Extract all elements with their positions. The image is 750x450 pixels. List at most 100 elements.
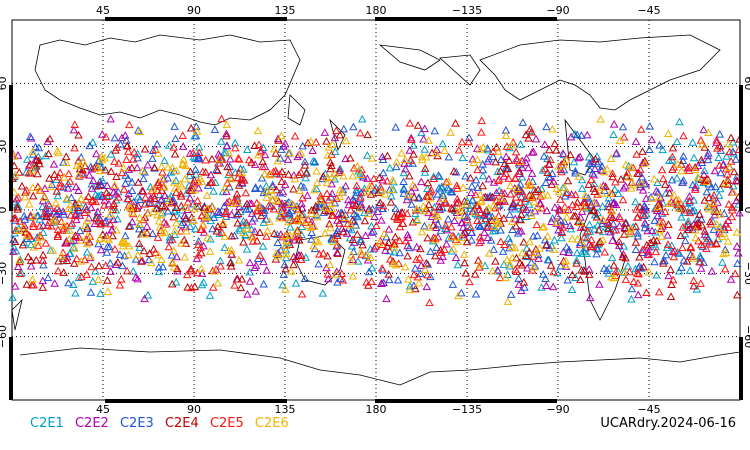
point-c2e6	[543, 191, 552, 199]
point-c2e4	[35, 159, 44, 168]
point-c2e5	[168, 235, 177, 243]
point-c2e5	[151, 248, 160, 257]
point-c2e6	[282, 249, 291, 258]
point-c2e3	[434, 171, 443, 179]
point-c2e6	[462, 199, 471, 208]
point-c2e6	[408, 180, 418, 189]
point-c2e3	[635, 262, 644, 270]
point-c2e6	[367, 154, 377, 162]
point-c2e3	[194, 153, 204, 161]
point-c2e5	[493, 176, 503, 185]
point-c2e5	[669, 252, 679, 261]
point-c2e5	[619, 132, 629, 141]
point-c2e6	[543, 231, 552, 240]
point-c2e3	[339, 124, 349, 133]
point-c2e5	[288, 216, 297, 224]
point-c2e3	[478, 165, 488, 174]
point-c2e3	[667, 175, 677, 184]
point-c2e2	[72, 215, 81, 224]
point-c2e6	[118, 238, 127, 246]
point-c2e4	[213, 222, 223, 230]
point-c2e6	[655, 225, 665, 234]
point-c2e4	[339, 227, 348, 236]
point-c2e5	[254, 140, 264, 149]
point-c2e4	[289, 184, 298, 193]
point-c2e5	[198, 167, 207, 175]
point-c2e4	[552, 146, 561, 154]
point-c2e6	[144, 208, 153, 217]
point-c2e6	[66, 200, 75, 209]
point-c2e2	[638, 158, 648, 166]
point-c2e6	[392, 157, 402, 166]
point-c2e5	[663, 240, 673, 248]
point-c2e3	[154, 262, 164, 271]
point-c2e2	[699, 125, 708, 134]
point-c2e3	[287, 206, 296, 215]
point-c2e1	[570, 129, 580, 138]
point-c2e2	[585, 293, 595, 302]
point-c2e6	[454, 291, 463, 300]
point-c2e4	[466, 173, 475, 182]
point-c2e2	[10, 282, 20, 290]
point-c2e6	[364, 209, 373, 217]
point-c2e5	[81, 195, 91, 204]
point-c2e4	[73, 203, 83, 212]
point-c2e6	[33, 237, 43, 245]
point-c2e2	[12, 194, 21, 203]
point-c2e5	[231, 143, 240, 152]
point-c2e4	[635, 202, 645, 211]
point-c2e2	[451, 253, 461, 261]
point-c2e3	[468, 195, 477, 204]
point-c2e3	[378, 168, 388, 177]
tick-right-1: 30	[742, 140, 750, 154]
point-c2e2	[222, 187, 231, 195]
point-c2e4	[608, 213, 617, 221]
point-c2e2	[621, 181, 630, 190]
point-c2e2	[664, 271, 673, 280]
point-c2e4	[592, 212, 602, 221]
point-c2e6	[119, 163, 128, 172]
point-c2e6	[203, 213, 212, 221]
point-c2e3	[209, 213, 219, 221]
point-c2e3	[698, 242, 708, 250]
point-c2e5	[217, 114, 226, 123]
point-c2e6	[156, 210, 166, 219]
point-c2e5	[724, 200, 734, 208]
point-c2e4	[697, 155, 706, 164]
tick-top-1: 90	[187, 4, 201, 17]
point-c2e3	[473, 183, 483, 191]
point-c2e5	[252, 206, 261, 215]
point-c2e5	[556, 195, 565, 203]
point-c2e5	[386, 254, 395, 263]
point-c2e6	[285, 148, 295, 157]
point-c2e4	[190, 176, 199, 184]
point-c2e6	[265, 217, 274, 226]
point-c2e2	[85, 170, 94, 179]
point-c2e5	[636, 165, 645, 173]
point-c2e1	[420, 168, 430, 176]
point-c2e6	[35, 185, 44, 194]
point-c2e3	[392, 162, 401, 171]
point-c2e3	[487, 212, 497, 221]
point-c2e5	[176, 189, 185, 198]
point-c2e1	[567, 285, 577, 293]
point-c2e6	[153, 210, 162, 219]
point-c2e4	[568, 270, 577, 279]
point-c2e4	[692, 220, 701, 228]
point-c2e4	[695, 210, 704, 218]
point-c2e4	[140, 199, 150, 208]
point-c2e2	[62, 237, 71, 245]
point-c2e5	[724, 176, 733, 184]
point-c2e1	[458, 153, 467, 162]
point-c2e2	[644, 247, 653, 256]
point-c2e5	[13, 193, 23, 201]
point-c2e1	[620, 267, 629, 276]
point-c2e6	[59, 220, 68, 229]
point-c2e4	[323, 206, 333, 215]
point-c2e1	[515, 214, 524, 223]
point-c2e2	[335, 166, 344, 174]
point-c2e1	[281, 245, 291, 254]
point-c2e5	[377, 263, 387, 272]
point-c2e6	[293, 215, 302, 224]
point-c2e3	[122, 135, 131, 144]
